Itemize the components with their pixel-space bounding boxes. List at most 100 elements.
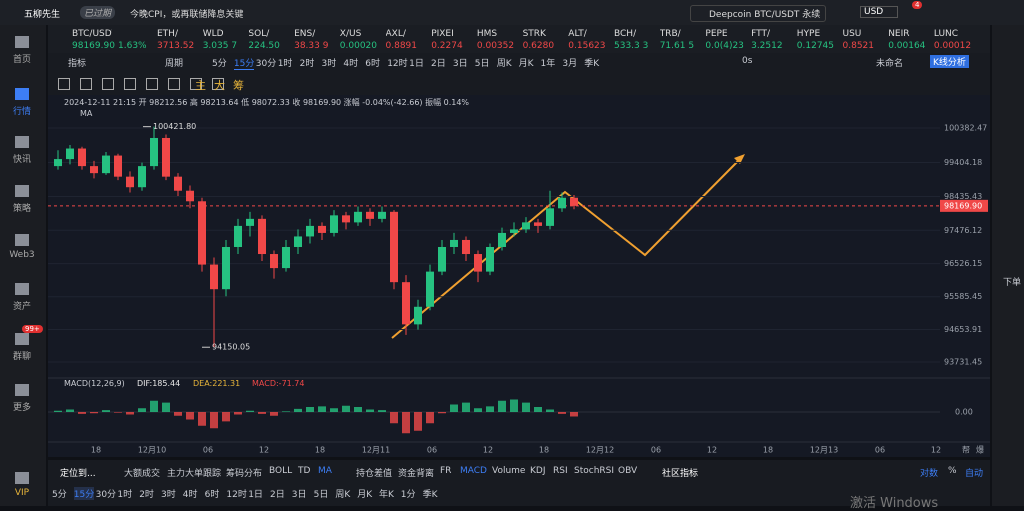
indicator-tab[interactable]: MACD — [460, 466, 487, 476]
timeframe-button[interactable]: 月K — [518, 59, 534, 69]
bottom-timeframe[interactable]: 6时 — [204, 490, 220, 500]
indicator-tab[interactable]: Volume — [492, 466, 526, 476]
bottom-timeframe[interactable]: 年K — [379, 490, 394, 500]
nav-label[interactable]: 更多 — [12, 403, 31, 413]
bottom-timeframe[interactable]: 2时 — [139, 490, 154, 500]
timeframe-button[interactable]: 1日 — [409, 59, 424, 69]
ticker-name[interactable]: NEIR — [888, 29, 910, 39]
analysis-button[interactable]: K线分析 — [930, 55, 969, 68]
timeframe-button[interactable]: 1年 — [540, 59, 556, 69]
indicator-tab[interactable]: KDJ — [530, 466, 546, 476]
timeframe-button[interactable]: 3时 — [321, 59, 337, 69]
bottom-timeframe[interactable]: 1时 — [117, 490, 133, 500]
ticker-name[interactable]: ETH/ — [157, 29, 178, 39]
timeframe-button[interactable]: 周K — [496, 59, 512, 69]
nav-label[interactable]: VIP — [14, 488, 30, 498]
timeframe-button[interactable]: 15分 — [233, 56, 255, 70]
search-box[interactable]: Deepcoin BTC/USDT 永续 — [690, 5, 826, 22]
ticker-name[interactable]: AXL/ — [385, 29, 406, 39]
sidebar — [0, 25, 46, 506]
scale-toggle[interactable]: 自动 — [965, 469, 984, 479]
ticker-name[interactable]: LUNC — [933, 29, 959, 39]
ticker-name[interactable]: STRK — [522, 29, 546, 39]
scale-toggle[interactable]: % — [948, 466, 957, 476]
nav-label[interactable]: 首页 — [12, 55, 31, 65]
timeframe-button[interactable]: 季K — [584, 59, 600, 69]
order-tab[interactable]: 下单 — [1002, 278, 1021, 288]
ticker-name[interactable]: HMS — [476, 29, 498, 39]
bottom-timeframe[interactable]: 30分 — [95, 490, 117, 500]
ticker-name[interactable]: X/US — [339, 29, 362, 39]
indicator-tab[interactable]: 资金背离 — [398, 469, 435, 479]
indicator-tab[interactable]: BOLL — [269, 466, 293, 476]
bottom-timeframe[interactable]: 2日 — [270, 490, 285, 500]
ticker-name[interactable]: WLD — [202, 29, 224, 39]
indicator-tab[interactable]: FR — [440, 466, 452, 476]
timeframe-button[interactable]: 2时 — [299, 59, 315, 69]
ticker-name[interactable]: PIXEI — [431, 29, 454, 39]
timeframe-button[interactable]: 3日 — [452, 59, 468, 69]
scale-toggle[interactable]: 对数 — [920, 469, 939, 479]
nav-label[interactable]: 快讯 — [12, 155, 31, 165]
nav-label[interactable]: 行情 — [12, 107, 31, 117]
indicator-tab[interactable]: 持仓差值 — [356, 469, 393, 479]
ticker-name[interactable]: USU — [842, 29, 862, 39]
draw-tool — [124, 78, 136, 90]
bottom-timeframe[interactable]: 1分 — [400, 490, 416, 500]
main-toggle[interactable]: 主 — [195, 79, 206, 92]
ticker-name[interactable]: ALT/ — [568, 29, 587, 39]
indicator-tab[interactable]: 筹码分布 — [226, 469, 263, 479]
bottom-timeframe[interactable]: 4时 — [182, 490, 198, 500]
timeframe-button[interactable]: 1时 — [277, 59, 293, 69]
indicator-button[interactable]: 指标 — [68, 59, 87, 69]
indicator-tab[interactable]: MA — [318, 466, 332, 476]
indicator-tab[interactable]: RSI — [553, 466, 568, 476]
ticker-name[interactable]: BTC/USDT — [72, 29, 112, 39]
bottom-timeframe[interactable]: 15分 — [73, 487, 95, 500]
ticker-name[interactable]: PEPE — [705, 29, 728, 39]
bottom-timeframe[interactable]: 季K — [422, 490, 438, 500]
main-toggle[interactable]: 大 — [214, 79, 225, 92]
timeframe-button[interactable]: 6时 — [365, 59, 381, 69]
bottom-timeframe[interactable]: 月K — [357, 490, 373, 500]
ticker-name[interactable]: TRB/ — [659, 29, 681, 39]
locate-button[interactable]: 定位到... — [60, 469, 96, 479]
nav-label[interactable]: 群聊 — [12, 352, 31, 362]
timeframe-button[interactable]: 5日 — [474, 59, 490, 69]
indicator-tab[interactable]: StochRSI — [574, 466, 615, 476]
indicator-tab[interactable]: OBV — [618, 466, 638, 476]
ticker-name[interactable]: SOL/ — [248, 29, 270, 39]
currency-select[interactable]: USD — [860, 6, 899, 18]
nav-label[interactable]: Web3 — [9, 250, 35, 260]
timeframe-button[interactable]: 12时 — [387, 59, 408, 69]
ticker-name[interactable]: BCH/ — [614, 29, 637, 39]
nav-label[interactable]: 资产 — [12, 302, 31, 312]
indicator-tab[interactable]: TD — [298, 466, 311, 476]
bottom-timeframe[interactable]: 3日 — [291, 490, 307, 500]
main-toggle[interactable]: 筹 — [233, 79, 244, 92]
timeframe-button[interactable]: 5分 — [212, 59, 227, 69]
bottom-timeframe[interactable]: 3时 — [161, 490, 176, 500]
ticker-price: 0.8521 — [842, 41, 875, 51]
timeframe-button[interactable]: 30分 — [255, 59, 277, 69]
bottom-timeframe[interactable]: 1日 — [248, 490, 263, 500]
nav-label[interactable]: 策略 — [12, 204, 31, 214]
timeframe-button[interactable]: 2日 — [431, 59, 446, 69]
macd-dea: DEA:221.31 — [193, 379, 241, 388]
bottom-timeframe[interactable]: 周K — [335, 490, 351, 500]
community-tab[interactable]: 社区指标 — [662, 469, 699, 479]
bottom-timeframe[interactable]: 12时 — [226, 490, 247, 500]
ticker-price: 38.33 9 — [294, 41, 329, 51]
indicator-tab[interactable]: 主力大单跟踪 — [167, 469, 222, 479]
toolbar — [48, 53, 990, 95]
ticker-name[interactable]: HYPE — [796, 29, 821, 39]
nav-icon — [15, 472, 29, 484]
timeframe-button[interactable]: 4时 — [343, 59, 359, 69]
layout-name[interactable]: 未命名 — [876, 59, 904, 69]
timeframe-button[interactable]: 3月 — [562, 59, 578, 69]
ticker-name[interactable]: FTT/ — [751, 29, 770, 39]
bottom-timeframe[interactable]: 5分 — [52, 490, 67, 500]
indicator-tab[interactable]: 大额成交 — [124, 469, 161, 479]
bottom-timeframe[interactable]: 5日 — [313, 490, 329, 500]
ticker-name[interactable]: ENS/ — [294, 29, 316, 39]
